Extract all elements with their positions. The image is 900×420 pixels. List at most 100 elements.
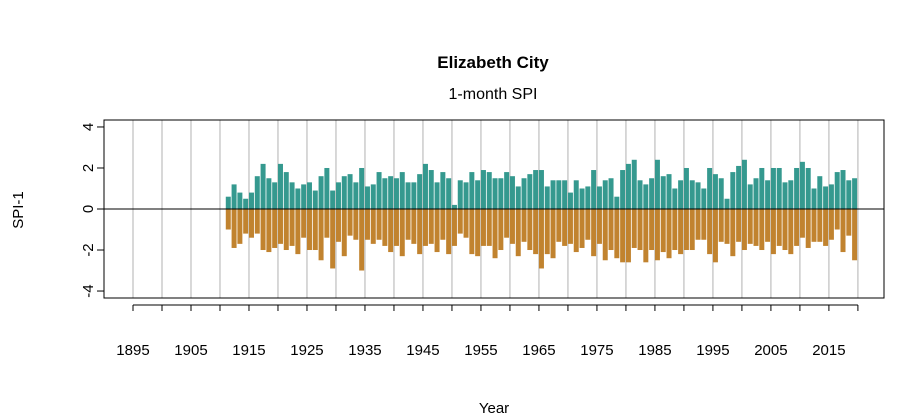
bar-negative xyxy=(770,209,776,255)
bar-positive xyxy=(475,180,481,209)
bar-positive xyxy=(318,176,324,209)
bar-positive xyxy=(237,192,243,209)
y-tick-label: -2 xyxy=(80,243,97,256)
bar-positive xyxy=(736,165,742,209)
bar-positive xyxy=(776,167,782,209)
bar-positive xyxy=(399,172,405,209)
bar-positive xyxy=(312,190,318,209)
bar-positive xyxy=(567,192,573,209)
bar-positive xyxy=(324,167,330,209)
bar-positive xyxy=(492,178,498,209)
x-tick-label: 1905 xyxy=(174,342,207,359)
bar-positive xyxy=(248,192,254,209)
x-tick-label: 1995 xyxy=(696,342,729,359)
bar-positive xyxy=(376,172,382,209)
bar-negative xyxy=(295,209,301,255)
bar-negative xyxy=(289,209,295,246)
bar-positive xyxy=(811,188,817,209)
bar-positive xyxy=(405,182,411,209)
bar-positive xyxy=(515,186,521,209)
bar-positive xyxy=(550,180,556,209)
bar-negative xyxy=(486,209,492,246)
bar-positive xyxy=(469,172,475,209)
bar-positive xyxy=(846,180,852,209)
bar-negative xyxy=(805,209,811,248)
bar-negative xyxy=(579,209,585,248)
bar-negative xyxy=(301,209,307,238)
bar-negative xyxy=(318,209,324,261)
bar-positive xyxy=(660,176,666,209)
bar-positive xyxy=(521,178,527,209)
bar-positive xyxy=(620,170,626,209)
bar-negative xyxy=(504,209,510,238)
bar-positive xyxy=(272,182,278,209)
bar-negative xyxy=(248,209,254,238)
bar-negative xyxy=(254,209,260,234)
bar-positive xyxy=(446,178,452,209)
x-tick-label: 1985 xyxy=(638,342,671,359)
bar-positive xyxy=(643,184,649,209)
bar-negative xyxy=(701,209,707,240)
bar-negative xyxy=(469,209,475,255)
bar-negative xyxy=(591,209,597,257)
bar-negative xyxy=(852,209,858,261)
bar-positive xyxy=(701,188,707,209)
bar-negative xyxy=(283,209,289,251)
bar-positive xyxy=(817,176,823,209)
bar-negative xyxy=(243,209,249,234)
bar-positive xyxy=(335,182,341,209)
x-tick-label: 2015 xyxy=(812,342,845,359)
bar-negative xyxy=(712,209,718,263)
bar-positive xyxy=(364,186,370,209)
bar-negative xyxy=(463,209,469,238)
bar-positive xyxy=(637,180,643,209)
bar-negative xyxy=(388,209,394,253)
bar-positive xyxy=(788,180,794,209)
bar-negative xyxy=(683,209,689,251)
bar-positive xyxy=(712,174,718,209)
x-tick-label: 1935 xyxy=(348,342,381,359)
bar-positive xyxy=(823,186,829,209)
bar-negative xyxy=(620,209,626,263)
bar-positive xyxy=(480,170,486,209)
bar-positive xyxy=(388,176,394,209)
bar-negative xyxy=(306,209,312,251)
bar-negative xyxy=(741,209,747,251)
bar-negative xyxy=(457,209,463,234)
bar-negative xyxy=(654,209,660,261)
bar-negative xyxy=(312,209,318,251)
bar-positive xyxy=(498,178,504,209)
bar-negative xyxy=(330,209,336,269)
y-tick-label: -4 xyxy=(80,284,97,297)
bar-negative xyxy=(405,209,411,240)
bar-positive xyxy=(759,167,765,209)
bar-negative xyxy=(614,209,620,259)
bar-negative xyxy=(324,209,330,238)
bar-positive xyxy=(573,180,579,209)
bar-positive xyxy=(393,178,399,209)
bar-negative xyxy=(730,209,736,257)
bar-negative xyxy=(695,209,701,240)
bar-positive xyxy=(295,188,301,209)
bar-positive xyxy=(596,186,602,209)
bar-negative xyxy=(765,209,771,242)
bar-positive xyxy=(799,161,805,209)
x-tick-label: 1925 xyxy=(290,342,323,359)
bar-negative xyxy=(660,209,666,253)
x-tick-label: 1895 xyxy=(116,342,149,359)
bar-positive xyxy=(463,182,469,209)
bar-negative xyxy=(834,209,840,230)
bar-positive xyxy=(654,159,660,209)
x-tick-label: 1945 xyxy=(406,342,439,359)
bar-negative xyxy=(521,209,527,242)
bar-negative xyxy=(759,209,765,251)
bar-negative xyxy=(736,209,742,242)
bar-negative xyxy=(608,209,614,251)
bar-positive xyxy=(544,186,550,209)
bar-negative xyxy=(840,209,846,253)
bar-negative xyxy=(225,209,231,230)
x-tick-label: 1975 xyxy=(580,342,613,359)
bar-positive xyxy=(765,180,771,209)
